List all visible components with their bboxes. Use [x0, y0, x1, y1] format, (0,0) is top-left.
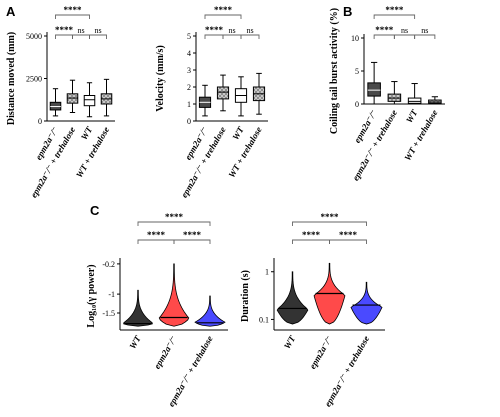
x-category-label: WT + trehalose	[74, 125, 111, 179]
significance-bracket	[55, 34, 73, 39]
significance-bracket	[292, 239, 330, 244]
significance-bracket	[329, 239, 367, 244]
significance-label: ****	[214, 5, 233, 15]
y-tick-label: 4	[187, 49, 191, 58]
significance-bracket	[55, 14, 90, 19]
x-category-label: WT	[230, 125, 246, 142]
y-axis-title: Coiling tail burst activity (%)	[329, 8, 340, 134]
panel-label-c: C	[90, 203, 100, 218]
x-category-label: WT	[282, 334, 298, 351]
significance-bracket	[89, 34, 107, 39]
significance-bracket	[414, 34, 436, 39]
y-tick-label: -1	[108, 290, 115, 299]
box	[367, 82, 381, 97]
violin-body	[194, 295, 226, 327]
y-tick-label: 0	[355, 100, 359, 109]
significance-label: ****	[147, 230, 166, 240]
violin-body	[123, 289, 153, 327]
x-category-label: WT	[127, 334, 143, 351]
panel-label-a: A	[6, 4, 16, 19]
significance-bracket	[393, 34, 416, 39]
significance-bracket	[373, 14, 416, 19]
y-tick-label: 0.1	[259, 315, 269, 324]
x-category-label: WT	[79, 125, 95, 142]
significance-bracket	[137, 239, 175, 244]
y-tick-label: 2	[187, 83, 191, 92]
y-tick-label: 5000	[26, 32, 42, 41]
y-axis-title: Log₁₀(γ power)	[86, 264, 97, 327]
x-category-label: epm2a⁻/⁻	[152, 334, 179, 371]
significance-label: ns	[421, 26, 428, 35]
y-axis-title: Duration (s)	[240, 270, 251, 322]
x-category-label: epm2a⁻/⁻	[307, 334, 334, 371]
y-tick-label: 5	[187, 32, 191, 41]
y-tick-label: -1.5	[102, 309, 115, 318]
y-axis-title: Velocity (mm/s)	[155, 45, 166, 112]
significance-label: ****	[302, 230, 321, 240]
significance-bracket	[204, 14, 242, 19]
y-tick-label: 1	[265, 268, 269, 277]
y-axis-title: Distance moved (mm)	[6, 32, 17, 125]
violin-body	[158, 263, 190, 327]
significance-label: ns	[94, 26, 101, 35]
significance-bracket	[373, 34, 395, 39]
significance-label: ****	[205, 25, 224, 35]
significance-label: ns	[246, 26, 253, 35]
significance-label: ****	[165, 212, 184, 222]
significance-label: ns	[228, 26, 235, 35]
significance-bracket	[204, 34, 224, 39]
significance-label: ****	[385, 5, 404, 15]
significance-label: ****	[183, 230, 202, 240]
x-category-label: WT	[404, 108, 420, 125]
significance-label: ns	[77, 26, 84, 35]
significance-bracket	[292, 221, 367, 226]
y-tick-label: 1	[187, 100, 191, 109]
significance-label: ****	[321, 212, 340, 222]
y-tick-label: 2500	[26, 75, 42, 84]
y-tick-label: 5	[355, 67, 359, 76]
significance-label: ns	[401, 26, 408, 35]
violin-body	[276, 271, 309, 325]
box	[83, 95, 96, 107]
y-tick-label: 10	[351, 34, 359, 43]
significance-bracket	[72, 34, 90, 39]
significance-bracket	[137, 221, 211, 226]
significance-label: ****	[339, 230, 358, 240]
y-tick-label: -0.2	[102, 260, 115, 269]
significance-bracket	[173, 239, 211, 244]
significance-label: ****	[55, 25, 74, 35]
y-tick-label: 0	[38, 117, 42, 126]
significance-bracket	[240, 34, 260, 39]
box	[407, 97, 422, 104]
y-tick-label: 0	[187, 117, 191, 126]
violin-body	[350, 281, 383, 325]
significance-label: ****	[375, 25, 394, 35]
panel-label-b: B	[343, 4, 352, 19]
significance-label: ****	[64, 5, 83, 15]
significance-bracket	[222, 34, 242, 39]
box	[216, 86, 230, 100]
y-tick-label: 3	[187, 66, 191, 75]
